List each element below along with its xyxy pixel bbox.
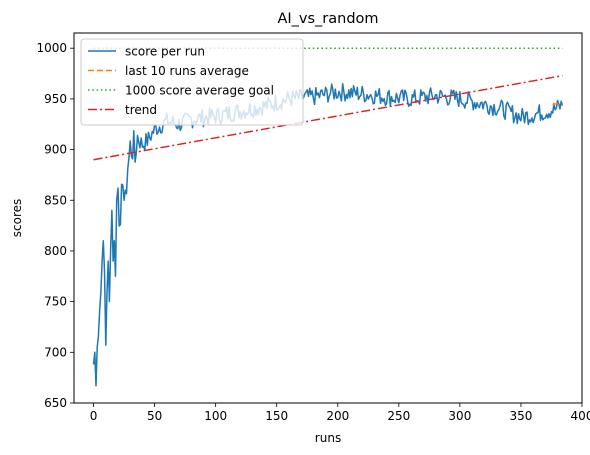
x-tick-label: 100 <box>204 409 227 423</box>
legend: score per run last 10 runs average 1000 sc… <box>80 38 304 126</box>
chart-title: AI_vs_random <box>277 11 378 27</box>
x-tick-label: 400 <box>571 409 590 423</box>
ticks-layer: 0 50 100 150 200 250 300 350 400 650 700 750 800 850 9… <box>36 41 590 423</box>
y-tick-label: 800 <box>44 244 67 258</box>
plot-frame <box>73 32 583 404</box>
y-tick-label: 650 <box>44 396 67 410</box>
x-tick-label: 50 <box>147 409 162 423</box>
x-tick-label: 200 <box>326 409 349 423</box>
series-line-0 <box>92 83 564 387</box>
x-tick-label: 350 <box>509 409 532 423</box>
x-tick-label: 250 <box>387 409 410 423</box>
x-tick-label: 300 <box>448 409 471 423</box>
series-line-1 <box>552 103 563 106</box>
x-tick-label: 0 <box>90 409 98 423</box>
legend-box <box>80 38 304 126</box>
legend-label: score per run <box>125 45 205 59</box>
y-tick-label: 850 <box>44 193 67 207</box>
y-tick-label: 950 <box>44 92 67 106</box>
legend-label: trend <box>125 103 157 117</box>
x-tick-label: 150 <box>265 409 288 423</box>
x-axis-label: runs <box>315 431 341 445</box>
y-tick-label: 900 <box>44 143 67 157</box>
legend-label: last 10 runs average <box>125 64 249 78</box>
y-tick-label: 1000 <box>36 41 67 55</box>
y-tick-label: 750 <box>44 295 67 309</box>
series-line-3 <box>93 74 563 161</box>
legend-label: 1000 score average goal <box>125 84 274 98</box>
y-axis-label: scores <box>10 199 24 238</box>
y-tick-label: 700 <box>44 345 67 359</box>
